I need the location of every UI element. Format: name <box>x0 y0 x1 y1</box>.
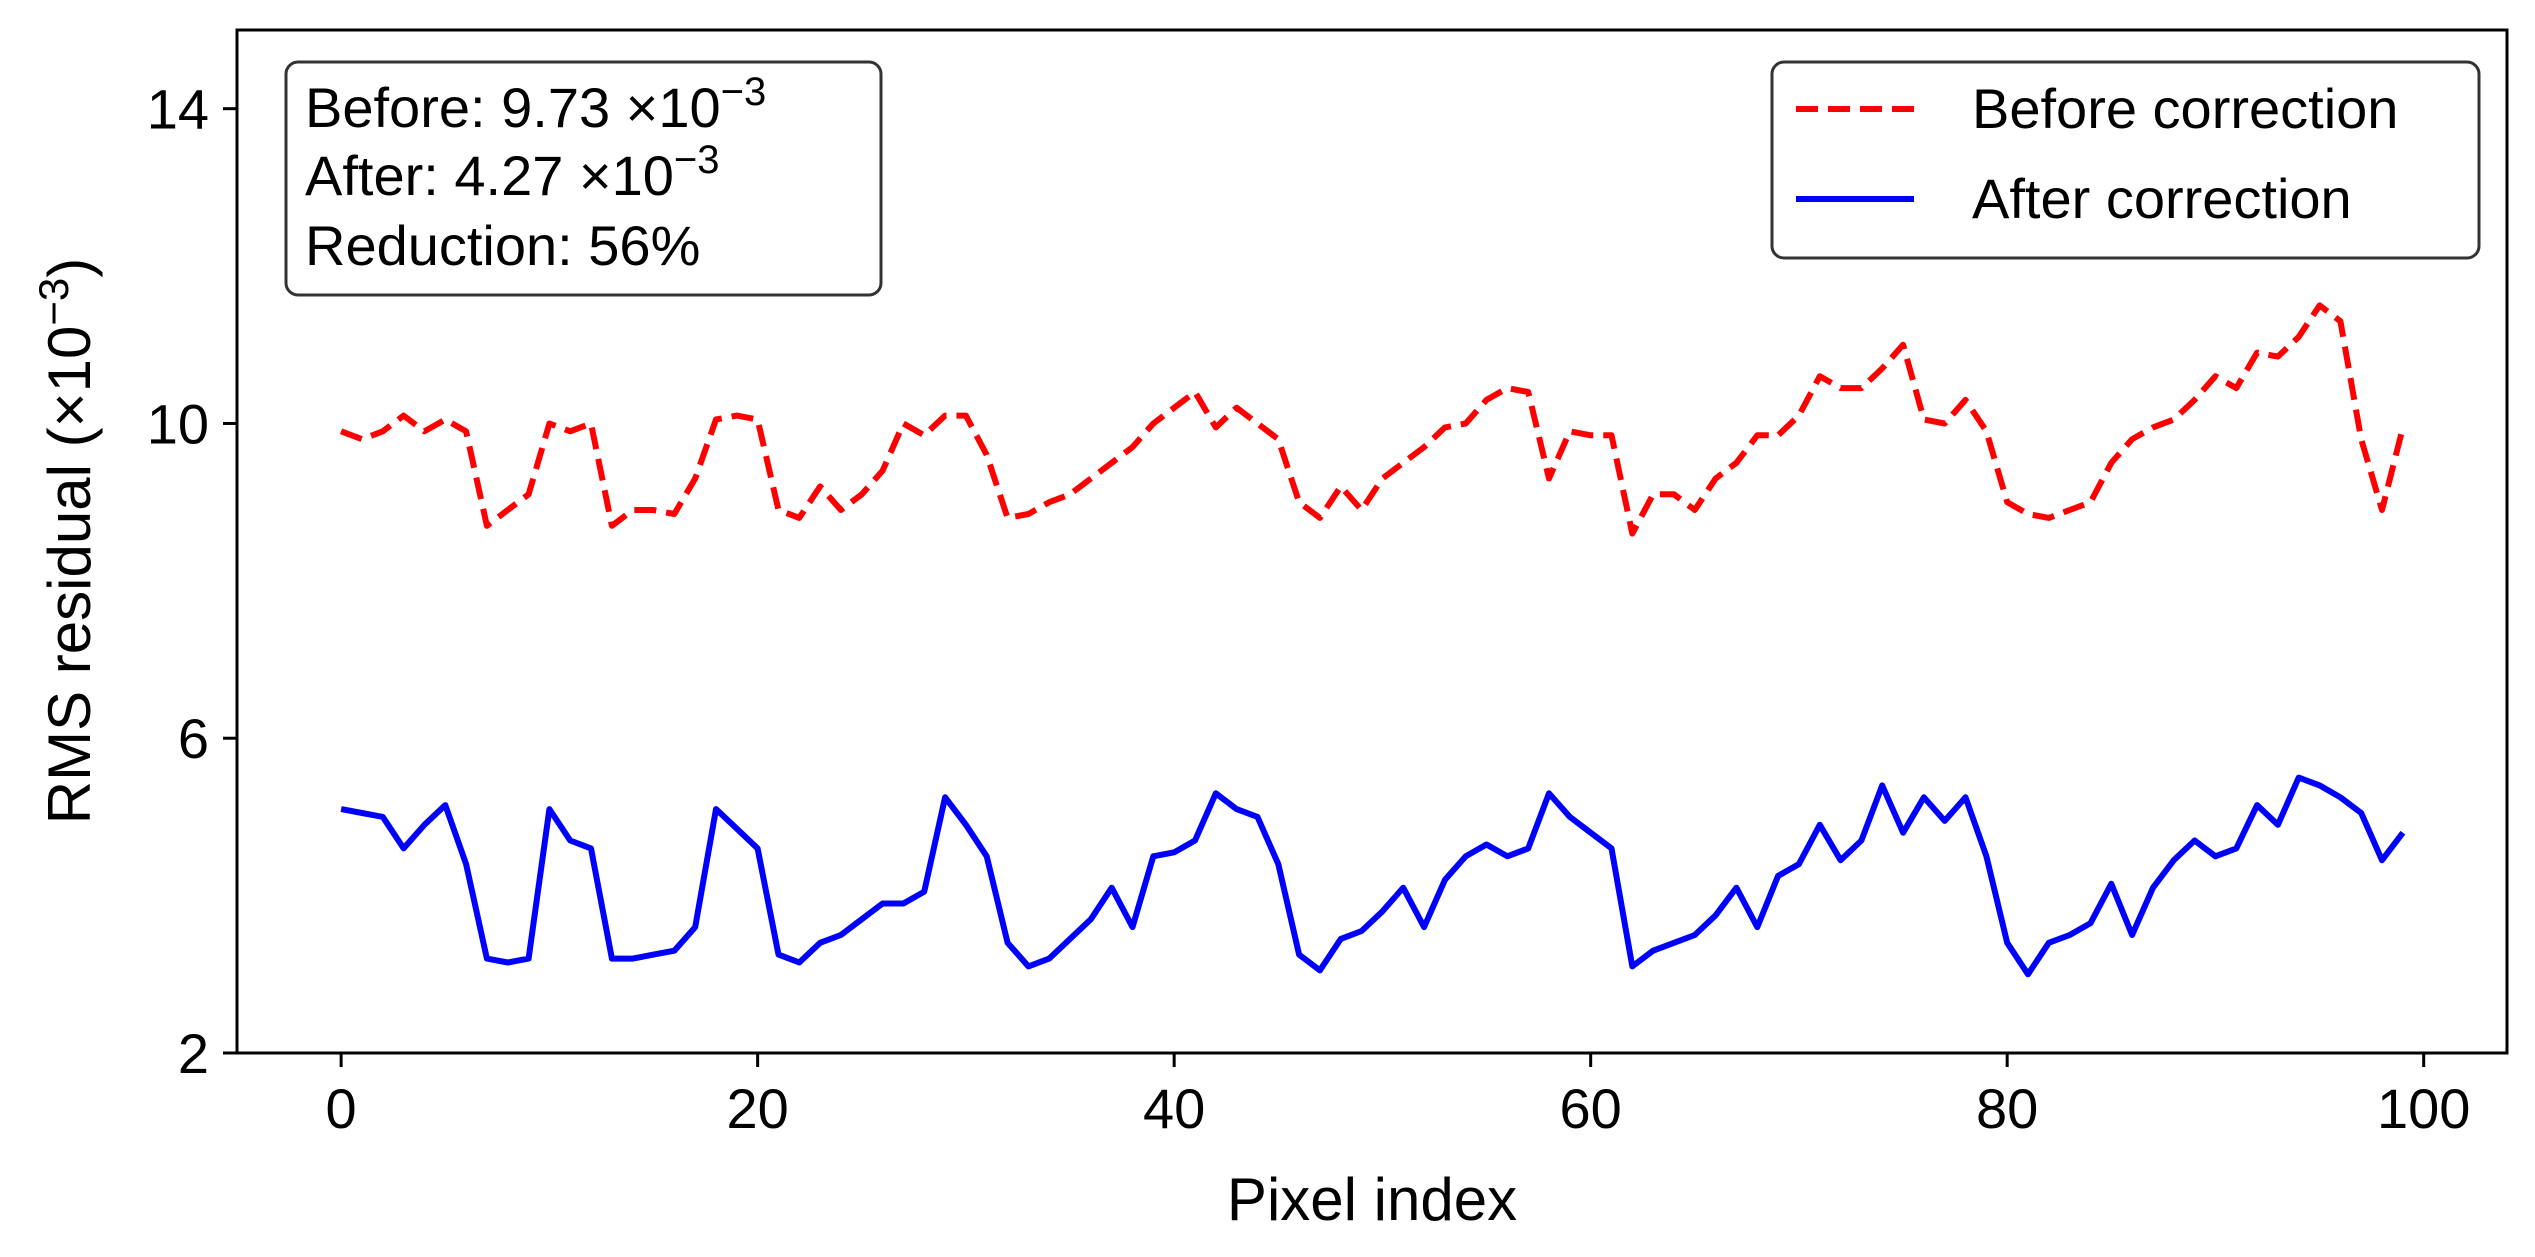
stats-before-label: Before: 9.73 ×10 <box>305 76 721 139</box>
legend-box <box>1770 60 2481 260</box>
stats-after-exp: −3 <box>674 138 720 182</box>
x-tick-label: 80 <box>1976 1077 2038 1140</box>
plot-frame <box>235 28 2509 1055</box>
y-axis-label-close: ) <box>36 258 103 278</box>
series-layer <box>340 302 2406 978</box>
y-tick-label: 14 <box>147 78 209 141</box>
stats-reduction: Reduction: 56% <box>305 214 700 277</box>
x-tick-label: 40 <box>1143 1077 1205 1140</box>
legend-label-before: Before correction <box>1972 77 2398 140</box>
stats-before-exp: −3 <box>721 70 767 114</box>
stats-after-label: After: 4.27 ×10 <box>305 144 674 207</box>
x-tick-label: 20 <box>726 1077 788 1140</box>
ticks-layer: 0 20 40 60 80 100 2 6 10 14 <box>147 78 2471 1140</box>
legend-label-after: After correction <box>1972 167 2352 230</box>
x-tick-label: 0 <box>326 1077 357 1140</box>
series-line-after-correction <box>340 774 2406 978</box>
x-tick-label: 100 <box>2377 1077 2470 1140</box>
y-tick-label: 10 <box>147 392 209 455</box>
x-axis-label: Pixel index <box>1227 1166 1517 1233</box>
y-axis-label-main: RMS residual (×10 <box>36 326 103 825</box>
y-tick-label: 2 <box>178 1022 209 1085</box>
stats-annotation: Before: 9.73 ×10−3 After: 4.27 ×10−3 Red… <box>284 60 883 297</box>
legend: Before correction After correction <box>1770 60 2481 260</box>
x-tick-label: 60 <box>1560 1077 1622 1140</box>
y-axis-label-exp: −3 <box>30 278 77 326</box>
y-axis-label: RMS residual (×10−3) <box>30 258 103 824</box>
stats-annotation-box <box>284 60 883 297</box>
stats-before: Before: 9.73 ×10−3 <box>305 70 766 139</box>
series-line-before-correction <box>340 302 2406 537</box>
y-tick-label: 6 <box>178 707 209 770</box>
stats-after: After: 4.27 ×10−3 <box>305 138 720 207</box>
